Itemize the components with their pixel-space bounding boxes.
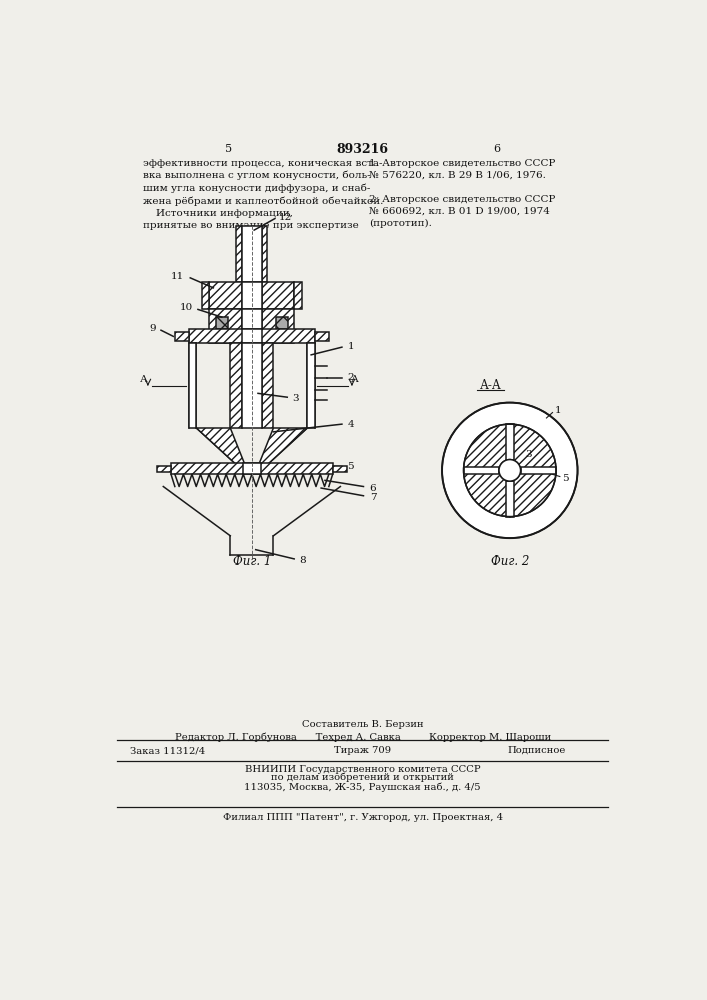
- Text: 6: 6: [370, 484, 376, 493]
- Text: Фиг. 1: Фиг. 1: [233, 555, 271, 568]
- Text: 7: 7: [370, 493, 376, 502]
- Bar: [242, 329, 262, 343]
- Text: эффективности процесса, коническая вста-
вка выполнена с углом конусности, боль-: эффективности процесса, коническая вста-…: [143, 158, 383, 230]
- Text: Подписное: Подписное: [508, 746, 566, 755]
- Bar: [201, 282, 209, 309]
- Text: Заказ 11312/4: Заказ 11312/4: [129, 746, 205, 755]
- Circle shape: [442, 403, 578, 538]
- Text: 10: 10: [180, 303, 192, 312]
- Bar: [294, 282, 302, 309]
- Text: Составитель В. Берзин: Составитель В. Берзин: [302, 720, 423, 729]
- Text: 1: 1: [347, 342, 354, 351]
- Bar: [276, 317, 288, 329]
- Bar: [230, 343, 242, 428]
- Text: 11: 11: [171, 272, 184, 281]
- Bar: [236, 226, 242, 282]
- Text: 1: 1: [555, 406, 561, 415]
- Bar: [242, 343, 262, 428]
- Bar: [209, 309, 242, 343]
- Bar: [175, 332, 189, 341]
- Circle shape: [499, 460, 520, 481]
- Bar: [315, 332, 329, 341]
- Bar: [157, 466, 171, 472]
- Text: 2: 2: [347, 373, 354, 382]
- Polygon shape: [506, 424, 514, 460]
- Bar: [171, 463, 333, 474]
- Bar: [308, 343, 315, 428]
- Bar: [209, 282, 242, 309]
- Text: А: А: [351, 375, 359, 384]
- Text: 12: 12: [279, 213, 292, 222]
- Circle shape: [464, 424, 556, 517]
- Text: 6: 6: [493, 144, 501, 154]
- Bar: [243, 463, 261, 474]
- Bar: [242, 309, 262, 343]
- Bar: [189, 329, 315, 343]
- Text: ВНИИПИ Государственного комитета СССР: ВНИИПИ Государственного комитета СССР: [245, 765, 481, 774]
- Text: 9: 9: [149, 324, 156, 333]
- Polygon shape: [257, 428, 308, 470]
- Text: Филиал ППП "Патент", г. Ужгород, ул. Проектная, 4: Филиал ППП "Патент", г. Ужгород, ул. Про…: [223, 813, 503, 822]
- Bar: [262, 309, 294, 343]
- Text: 3: 3: [293, 394, 299, 403]
- Polygon shape: [464, 466, 499, 474]
- Polygon shape: [506, 481, 514, 517]
- Bar: [333, 466, 346, 472]
- Text: 1. Авторское свидетельство СССР
№ 576220, кл. В 29 В 1/06, 1976.

2. Авторское с: 1. Авторское свидетельство СССР № 576220…: [369, 158, 555, 228]
- Bar: [189, 343, 197, 428]
- Text: 3: 3: [525, 450, 532, 459]
- Text: 5: 5: [226, 144, 233, 154]
- Bar: [242, 226, 262, 282]
- Text: Тираж 709: Тираж 709: [334, 746, 391, 755]
- Bar: [262, 282, 294, 309]
- Text: 893216: 893216: [337, 143, 389, 156]
- Text: 5: 5: [347, 462, 354, 471]
- Text: 5: 5: [562, 474, 568, 483]
- Text: А-А: А-А: [479, 379, 501, 392]
- Bar: [262, 226, 267, 282]
- Bar: [262, 343, 274, 428]
- Circle shape: [499, 460, 520, 481]
- Polygon shape: [197, 428, 247, 470]
- Text: 113035, Москва, Ж-35, Раушская наб., д. 4/5: 113035, Москва, Ж-35, Раушская наб., д. …: [245, 783, 481, 792]
- Bar: [242, 282, 262, 309]
- Text: 4: 4: [347, 420, 354, 429]
- Text: Редактор Л. Горбунова      Техред А. Савка         Корректор М. Шароши: Редактор Л. Горбунова Техред А. Савка Ко…: [175, 732, 551, 742]
- Polygon shape: [520, 466, 556, 474]
- Text: Фиг. 2: Фиг. 2: [491, 555, 529, 568]
- Text: А: А: [140, 375, 148, 384]
- Bar: [216, 317, 228, 329]
- Text: по делам изобретений и открытий: по делам изобретений и открытий: [271, 773, 454, 782]
- Text: 8: 8: [300, 556, 306, 565]
